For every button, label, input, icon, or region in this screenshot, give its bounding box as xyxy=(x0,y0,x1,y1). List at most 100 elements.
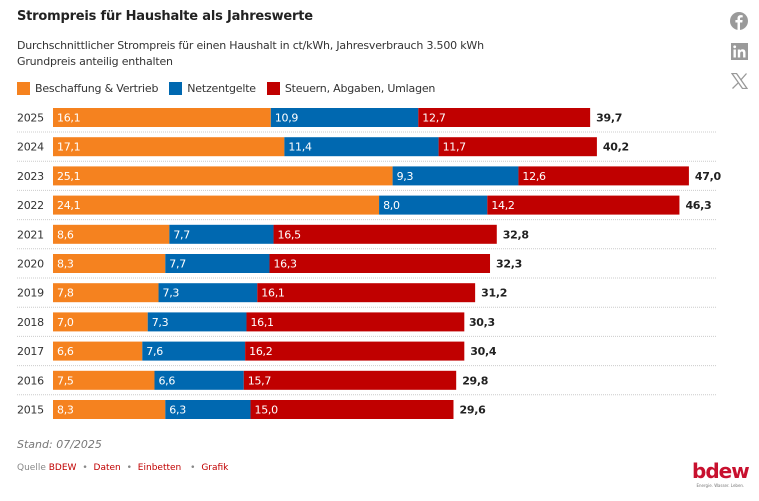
year-label: 2021 xyxy=(17,228,44,241)
share-facebook-button[interactable] xyxy=(729,11,749,31)
subtitle-line-1: Durchschnittlicher Strompreis für einen … xyxy=(17,39,484,52)
data-label-beschaffung: 7,8 xyxy=(57,287,74,300)
graphic-link[interactable]: Grafik xyxy=(201,463,229,473)
bar-segment-beschaffung xyxy=(53,166,393,186)
bar-segment-netz xyxy=(169,224,274,244)
source-label: Quelle xyxy=(17,463,46,473)
x-icon xyxy=(730,73,748,89)
total-label: 32,3 xyxy=(496,258,522,271)
bar-segment-beschaffung xyxy=(53,370,155,390)
data-label-beschaffung: 7,5 xyxy=(57,374,74,387)
bar-segment-steuern xyxy=(518,166,689,186)
legend-swatch-beschaffung xyxy=(17,82,30,95)
data-label-netz: 7,7 xyxy=(169,258,186,271)
chart-title: Strompreis für Haushalte als Jahreswerte xyxy=(17,9,313,24)
data-label-netz: 11,4 xyxy=(288,141,312,154)
bar-segment-netz xyxy=(270,108,419,127)
bdew-logo: bdew Energie. Wasser. Leben. xyxy=(692,459,750,488)
year-label: 2020 xyxy=(17,258,44,271)
data-label-steuern: 14,2 xyxy=(491,199,514,212)
total-label: 30,4 xyxy=(470,345,497,358)
stacked-bar-chart: 2025 16,1 10,9 12,7 39,7 2024 17,1 11,4 11,7 40,2… xyxy=(17,108,722,419)
share-linkedin-button[interactable] xyxy=(729,41,749,61)
legend-swatch-netzentgelte xyxy=(169,82,183,95)
data-label-netz: 8,0 xyxy=(383,199,400,212)
stand-date: Stand: 07/2025 xyxy=(17,438,102,451)
total-label: 31,2 xyxy=(481,287,507,300)
bar-segment-beschaffung xyxy=(53,312,148,332)
bar-segment-netz xyxy=(379,195,488,215)
data-label-beschaffung: 8,6 xyxy=(57,228,74,241)
data-label-netz: 9,3 xyxy=(397,170,414,183)
legend-item-steuern[interactable]: Steuern, Abgaben, Umlagen xyxy=(266,82,435,95)
chart-subtitle: Durchschnittlicher Strompreis für einen … xyxy=(17,38,484,70)
total-label: 32,8 xyxy=(503,228,529,241)
data-link[interactable]: Daten xyxy=(93,463,121,473)
total-label: 46,3 xyxy=(685,199,711,212)
bar-segment-steuern xyxy=(246,312,465,332)
logo-wordmark: bdew xyxy=(692,459,750,483)
bar-segment-beschaffung xyxy=(53,283,159,303)
data-label-beschaffung: 8,3 xyxy=(57,258,74,271)
legend-item-beschaffung[interactable]: Beschaffung & Vertrieb xyxy=(17,82,158,95)
data-label-netz: 7,7 xyxy=(173,228,190,241)
bar-segment-netz xyxy=(147,312,247,332)
data-label-steuern: 16,1 xyxy=(261,287,284,300)
legend-swatch-steuern xyxy=(266,82,280,95)
data-label-netz: 6,3 xyxy=(169,404,186,417)
source-link-bdew[interactable]: BDEW xyxy=(48,463,77,473)
data-label-netz: 7,3 xyxy=(152,316,169,329)
data-label-beschaffung: 17,1 xyxy=(57,141,80,154)
data-label-netz: 7,3 xyxy=(163,287,180,300)
embed-link[interactable]: Einbetten xyxy=(137,463,182,473)
total-label: 39,7 xyxy=(596,112,622,125)
bar-segment-steuern xyxy=(487,195,680,215)
separator: • xyxy=(82,463,88,473)
total-label: 30,3 xyxy=(469,316,495,329)
legend-item-netzentgelte[interactable]: Netzentgelte xyxy=(169,82,256,95)
year-label: 2025 xyxy=(17,112,44,125)
total-label: 29,8 xyxy=(462,374,488,387)
bar-segment-steuern xyxy=(245,341,465,361)
facebook-icon xyxy=(730,12,748,30)
legend-label-netzentgelte: Netzentgelte xyxy=(187,82,256,95)
bar-segment-beschaffung xyxy=(53,195,380,215)
bar-segment-netz xyxy=(154,370,244,390)
logo-tagline: Energie. Wasser. Leben. xyxy=(696,483,745,488)
bar-segment-netz xyxy=(165,400,251,419)
bar-segment-netz xyxy=(165,254,270,273)
bar-segment-steuern xyxy=(250,400,454,419)
data-label-netz: 6,6 xyxy=(158,374,175,387)
data-label-steuern: 16,1 xyxy=(250,316,273,329)
bar-segment-beschaffung xyxy=(53,224,170,244)
total-label: 40,2 xyxy=(603,141,629,154)
share-x-button[interactable] xyxy=(729,71,749,91)
source-line: Quelle BDEW • Daten • Einbetten • Grafik xyxy=(17,463,228,473)
bar-segment-netz xyxy=(284,137,439,157)
separator: • xyxy=(190,463,196,473)
year-label: 2018 xyxy=(17,316,44,329)
total-label: 47,0 xyxy=(695,170,722,183)
year-label: 2015 xyxy=(17,404,44,417)
data-label-steuern: 12,6 xyxy=(522,170,546,183)
bar-segment-steuern xyxy=(243,370,457,390)
year-label: 2024 xyxy=(17,141,44,154)
data-label-netz: 7,6 xyxy=(146,345,163,358)
linkedin-icon xyxy=(730,42,748,60)
bar-segment-steuern xyxy=(418,108,591,127)
bar-segment-steuern xyxy=(438,137,597,157)
data-label-steuern: 16,5 xyxy=(278,228,302,241)
data-label-netz: 10,9 xyxy=(275,112,299,125)
bar-segment-netz xyxy=(142,341,246,361)
data-label-steuern: 15,7 xyxy=(248,374,272,387)
separator: • xyxy=(126,463,132,473)
bar-segment-steuern xyxy=(273,224,497,244)
bar-segment-beschaffung xyxy=(53,108,271,127)
bar-segment-beschaffung xyxy=(53,400,166,419)
data-label-steuern: 16,3 xyxy=(273,258,297,271)
data-label-steuern: 16,2 xyxy=(249,345,272,358)
year-label: 2016 xyxy=(17,374,44,387)
year-label: 2019 xyxy=(17,287,44,300)
data-label-beschaffung: 25,1 xyxy=(57,170,80,183)
data-label-steuern: 12,7 xyxy=(422,112,446,125)
